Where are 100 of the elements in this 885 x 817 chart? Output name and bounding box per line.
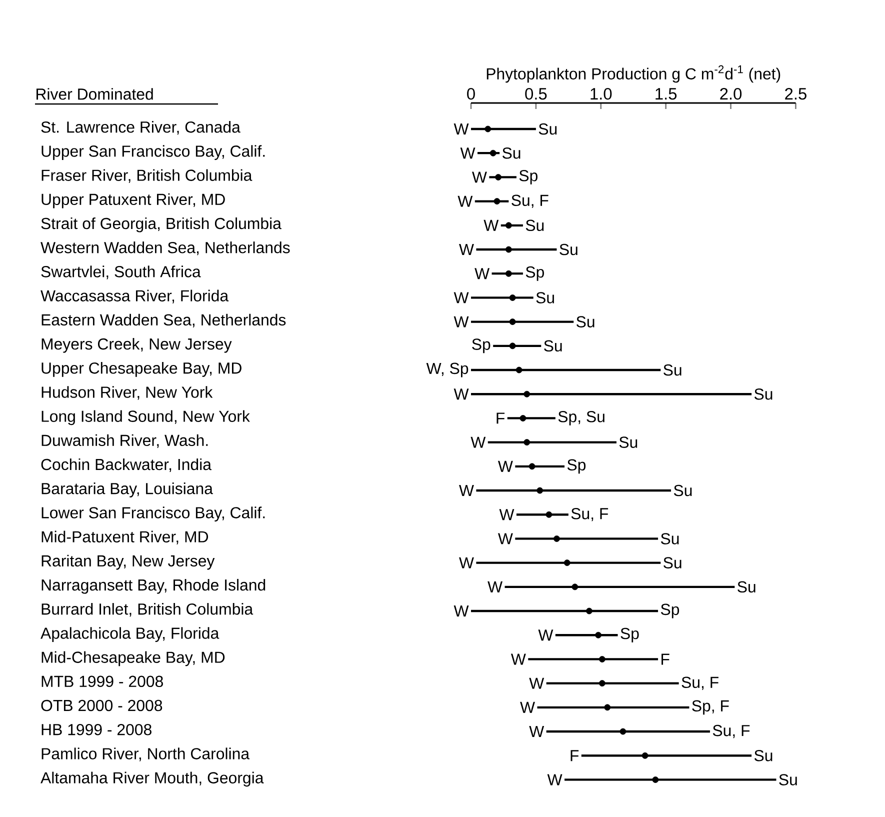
point xyxy=(509,294,516,301)
y-tick-label: Raritan Bay, New Jersey xyxy=(42,554,215,570)
bar xyxy=(564,778,776,781)
point xyxy=(595,632,602,638)
annotation: Su xyxy=(576,316,594,328)
annotation: Su xyxy=(660,533,679,544)
x2-tick-label: 2.0 xyxy=(720,88,742,100)
point xyxy=(484,126,492,132)
annotation: W xyxy=(459,244,474,255)
y-tick-label: Hudson River, New York xyxy=(42,386,213,400)
annotation: Su xyxy=(664,557,682,568)
annotation: F xyxy=(570,750,579,762)
annotation: W xyxy=(454,388,469,400)
y-tick-label: Strait of Georgia, British Columbia xyxy=(41,217,282,232)
annotation: Su xyxy=(754,388,772,400)
annotation: Su, F xyxy=(571,508,608,522)
annotation: W xyxy=(498,533,513,544)
point xyxy=(598,680,606,687)
point xyxy=(495,174,502,180)
annotation: Su xyxy=(754,750,772,762)
annotation: Su xyxy=(536,292,554,304)
text: River Dominated xyxy=(36,88,153,100)
point xyxy=(586,608,592,614)
y-tick-label: Narragansett Bay, Rhode Island xyxy=(42,578,266,594)
bar xyxy=(515,538,658,540)
y-tick-label: Swartvlei, South Africa xyxy=(41,266,201,280)
annotation: Su xyxy=(538,123,557,135)
annotation: Sp, F xyxy=(692,700,729,715)
point xyxy=(505,222,512,229)
y-tick-label: Upper San Francisco Bay, Calif. xyxy=(42,145,265,160)
annotation: W xyxy=(529,726,544,737)
annotation: Su xyxy=(526,220,544,232)
point xyxy=(509,342,516,350)
y-tick-label: Eastern Wadden Sea, Netherlands xyxy=(42,314,286,328)
annotation: Su xyxy=(674,484,692,496)
x2-tick-label: 2.5 xyxy=(785,88,806,100)
annotation: Su, F xyxy=(712,724,750,738)
annotation: W xyxy=(520,702,535,713)
annotation: W xyxy=(454,316,469,328)
bar xyxy=(476,562,661,564)
annotation: Su xyxy=(544,340,562,352)
annotation: Sp, Su xyxy=(558,410,604,426)
annotation: W xyxy=(484,220,499,231)
y-tick-label: OTB 2000 - 2008 xyxy=(41,700,162,712)
point xyxy=(505,246,512,253)
y-tick-label: Lower San Francisco Bay, Calif. xyxy=(42,506,265,522)
point xyxy=(516,366,522,374)
annotation: W xyxy=(538,630,554,641)
y-tick-label: Fraser River, British Columbia xyxy=(42,169,252,183)
annotation: Sp xyxy=(620,628,639,642)
annotation: W xyxy=(472,172,487,183)
annotation: Su xyxy=(738,581,756,593)
annotation: W xyxy=(460,148,476,159)
x2-tick-label: 1.0 xyxy=(590,88,612,100)
annotation: W xyxy=(529,678,544,689)
point xyxy=(536,487,544,494)
annotation: W xyxy=(510,654,526,665)
point xyxy=(546,511,552,518)
bar xyxy=(546,682,679,684)
point xyxy=(620,728,626,735)
point xyxy=(604,704,611,711)
y-tick-label: Pamlico River, North Carolina xyxy=(42,748,250,762)
point xyxy=(572,584,578,590)
bar xyxy=(528,658,658,660)
point xyxy=(524,390,530,398)
annotation: W xyxy=(454,124,469,134)
annotation: W xyxy=(498,460,513,472)
y-tick-label: Duwamish River, Wash. xyxy=(42,434,208,448)
y-tick-label: Burrard Inlet, British Columbia xyxy=(42,603,254,617)
annotation: Sp xyxy=(567,459,586,474)
annotation: Sp xyxy=(526,266,544,281)
annotation: W xyxy=(499,509,514,520)
point xyxy=(524,439,530,446)
y-tick-label: HB 1999 - 2008 xyxy=(42,724,152,736)
annotation: W, Sp xyxy=(426,362,468,378)
point xyxy=(494,198,500,204)
y-tick-label: Cochin Backwater, India xyxy=(41,458,212,472)
point xyxy=(652,776,659,783)
annotation: Su xyxy=(779,774,797,786)
y-tick-label: Western Wadden Sea, Netherlands xyxy=(40,242,290,256)
y-tick-label: Mid-Patuxent River, MD xyxy=(42,530,208,544)
point xyxy=(528,463,536,470)
annotation: Sp xyxy=(472,338,490,354)
annotation: Sp xyxy=(519,170,538,184)
annotation: Su, F xyxy=(682,676,718,690)
x2-tick-label: 0 xyxy=(467,88,475,100)
bar xyxy=(507,417,556,420)
annotation: Su xyxy=(619,436,638,448)
y-tick-label: Barataria Bay, Louisiana xyxy=(42,482,213,498)
annotation: W xyxy=(488,581,503,592)
y-tick-label: Long Island Sound, New York xyxy=(42,410,250,426)
y-tick-label: Upper Chesapeake Bay, MD xyxy=(42,362,242,377)
bar xyxy=(471,393,752,396)
annotation: W xyxy=(474,268,490,280)
annotation: Su xyxy=(560,244,578,256)
annotation: F xyxy=(496,412,505,424)
y-tick-label: Upper Patuxent River, MD xyxy=(42,193,225,208)
point xyxy=(520,415,526,422)
y-tick-label: Meyers Creek, New Jersey xyxy=(42,338,232,353)
annotation: Su xyxy=(502,147,520,159)
